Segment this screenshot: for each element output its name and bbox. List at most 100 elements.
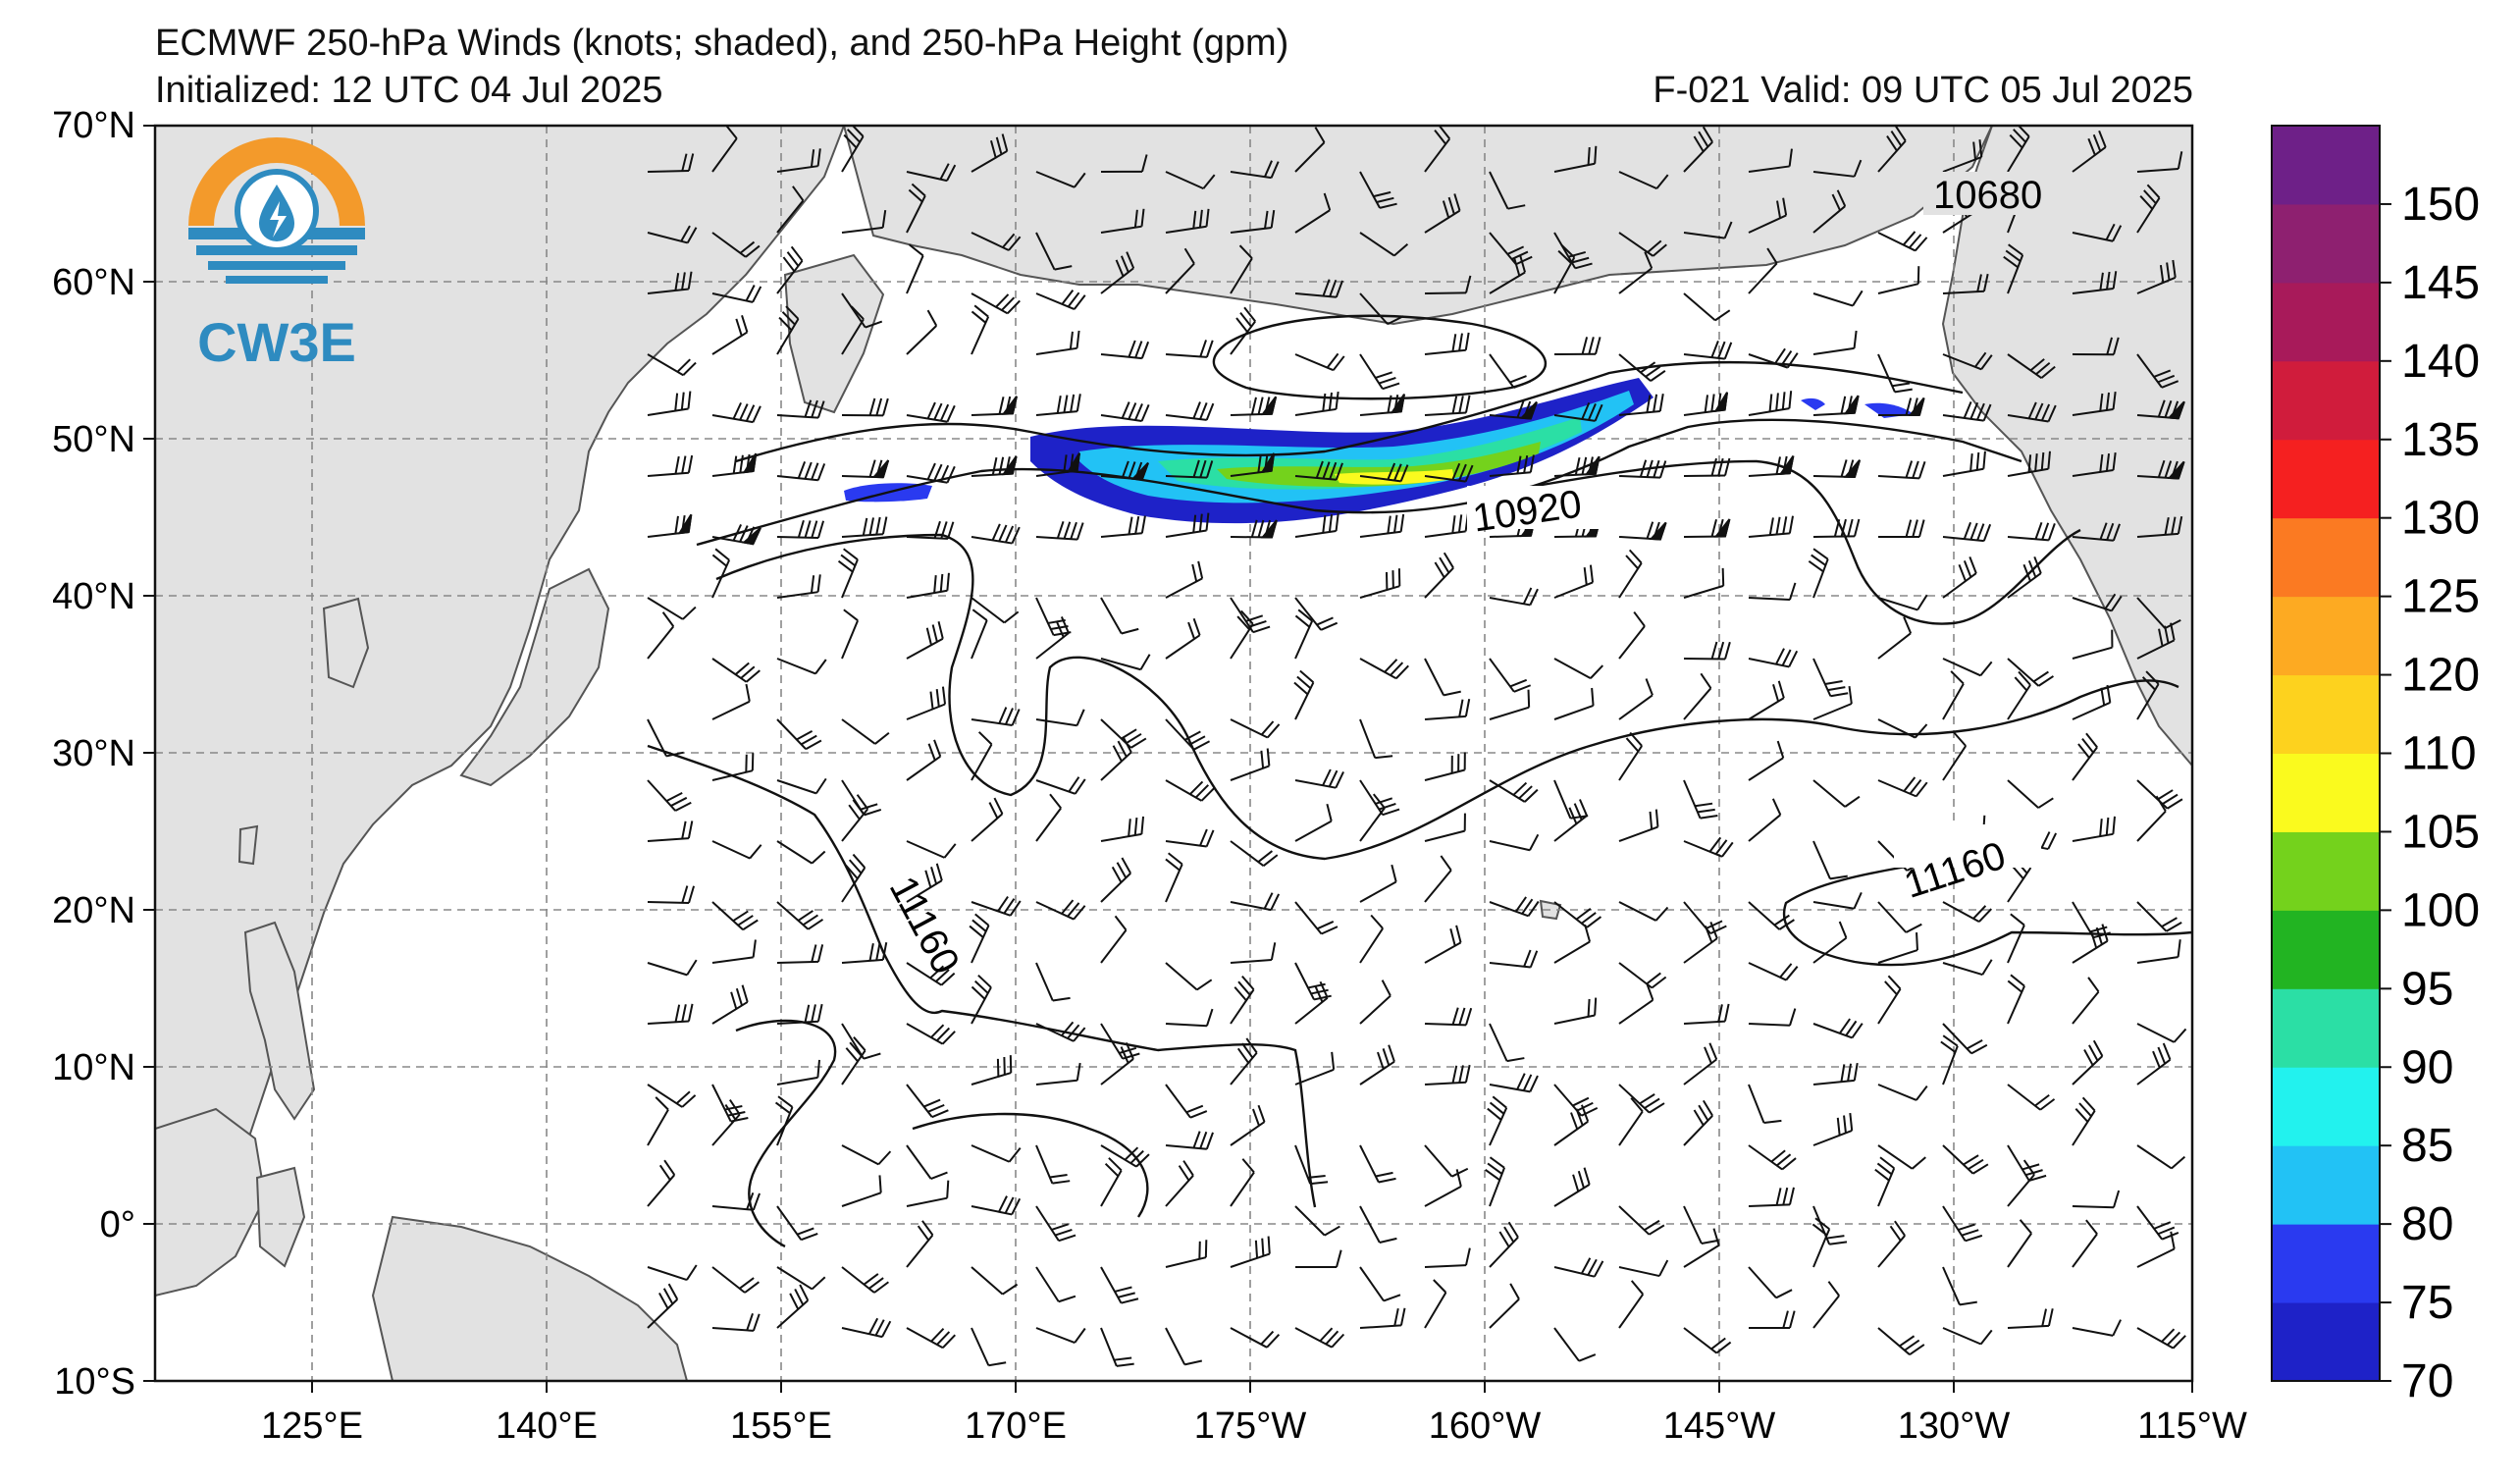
- wind-barb: [776, 1266, 826, 1291]
- wind-barb: [1230, 718, 1281, 739]
- wind-barb: [711, 285, 762, 303]
- wind-barb: [1618, 1259, 1669, 1278]
- wind-barb: [1424, 1247, 1471, 1268]
- wind-barb: [2072, 337, 2120, 356]
- wind-barb: [1424, 395, 1471, 416]
- wind-barb: [1359, 779, 1400, 817]
- wind-barb: [1100, 718, 1147, 749]
- wind-barb: [2072, 1039, 2104, 1086]
- wind-barb: [2003, 243, 2024, 294]
- wind-barb: [971, 133, 1009, 173]
- wind-barb: [1165, 340, 1214, 358]
- colorbar-swatch: [2272, 1224, 2380, 1303]
- wind-barb: [1877, 353, 1913, 394]
- wind-barb: [1424, 462, 1474, 483]
- wind-barb: [1942, 1266, 1977, 1306]
- wind-barb: [1100, 654, 1151, 671]
- wind-barb: [776, 245, 804, 294]
- wind-barb: [2072, 816, 2116, 842]
- wind-barb: [1618, 901, 1669, 922]
- wind-barb: [1487, 1095, 1508, 1146]
- wind-barb: [647, 1264, 698, 1282]
- colorbar-swatch: [2272, 753, 2380, 832]
- wind-barb: [1748, 515, 1794, 538]
- wind-barb: [971, 597, 1020, 624]
- wind-barb: [647, 959, 698, 977]
- land-layer: [155, 126, 2192, 1381]
- colorbar-label: 100: [2401, 884, 2480, 936]
- wind-barb: [1812, 686, 1853, 720]
- wind-barb: [1294, 1144, 1329, 1186]
- wind-barb: [971, 974, 992, 1025]
- wind-barb: [1489, 454, 1535, 477]
- wind-barb: [1812, 658, 1849, 698]
- wind-barb: [1424, 813, 1466, 842]
- colorbar-label: 75: [2401, 1277, 2453, 1329]
- wind-barb: [1877, 1220, 1906, 1268]
- wind-barb: [1553, 455, 1601, 477]
- wind-barb: [1618, 1097, 1644, 1146]
- wind-barb: [1942, 556, 1977, 599]
- wind-barb: [1683, 1099, 1713, 1146]
- kamchatka-land: [783, 253, 885, 414]
- wind-barb: [1553, 997, 1598, 1025]
- colorbar: 70 75 80 85 90 95 100 105 110 120 125 130 135 140 145 1…: [2271, 125, 2480, 1407]
- wind-barb: [1812, 518, 1861, 538]
- wind-barb: [711, 939, 757, 964]
- wind-barb: [1035, 521, 1084, 541]
- wind-barb: [971, 1055, 1013, 1086]
- wind-barb: [1165, 171, 1216, 190]
- wind-barb: [1683, 221, 1733, 239]
- wind-barb: [2007, 353, 2056, 379]
- wind-barb: [1230, 1158, 1255, 1207]
- wind-barb: [776, 1284, 810, 1329]
- wind-barb: [1230, 1327, 1281, 1349]
- wind-barb: [711, 314, 749, 355]
- wind-barb: [1165, 617, 1201, 660]
- lat-label-70n: 70°N: [52, 105, 135, 146]
- wind-barb: [1812, 1112, 1854, 1146]
- wind-barb: [1165, 718, 1211, 751]
- wind-barb: [1035, 1062, 1081, 1086]
- lat-label-30n: 30°N: [52, 733, 135, 774]
- wind-barb: [1424, 1144, 1469, 1178]
- lon-label-170e: 170°E: [965, 1405, 1067, 1447]
- wind-barb: [1683, 1228, 1720, 1268]
- wind-barb: [2007, 1308, 2054, 1329]
- wind-barb: [2072, 977, 2100, 1025]
- wind-barb: [1618, 982, 1654, 1025]
- wind-barb: [2072, 223, 2123, 242]
- wind-barb: [906, 1327, 956, 1350]
- wind-barb: [841, 126, 865, 173]
- wind-barb: [1035, 962, 1071, 1002]
- wind-barb: [2007, 1084, 2056, 1111]
- wind-barb: [1165, 1084, 1208, 1119]
- wind-barb: [1942, 1327, 1993, 1346]
- wind-barb: [2007, 1144, 2047, 1182]
- wind-barb: [1035, 290, 1086, 310]
- wind-barb: [2007, 556, 2042, 599]
- wind-barb: [711, 901, 759, 931]
- wind-barb: [1877, 718, 1928, 739]
- wind-barb: [647, 353, 697, 377]
- wind-barb: [1874, 1156, 1896, 1207]
- wind-barb: [1359, 793, 1386, 842]
- wind-barb: [776, 777, 827, 795]
- wind-barb: [711, 524, 761, 546]
- wind-barb: [1230, 244, 1253, 294]
- wind-barb: [1618, 353, 1666, 382]
- jet-shade-small2: [1801, 397, 1825, 410]
- wind-barb: [971, 895, 1022, 917]
- wind-barb: [1294, 1327, 1345, 1349]
- wind-barb: [841, 397, 889, 417]
- wind-barb: [2072, 684, 2112, 720]
- wind-barb: [647, 391, 692, 416]
- wind-barb: [906, 183, 926, 234]
- wind-barb: [1942, 658, 1993, 677]
- colorbar-swatch: [2272, 1302, 2380, 1382]
- wind-barb: [647, 225, 698, 244]
- wind-barb: [1877, 266, 1920, 294]
- wind-barb: [1489, 833, 1540, 852]
- wind-barb: [1294, 768, 1344, 789]
- wind-barb: [906, 863, 943, 903]
